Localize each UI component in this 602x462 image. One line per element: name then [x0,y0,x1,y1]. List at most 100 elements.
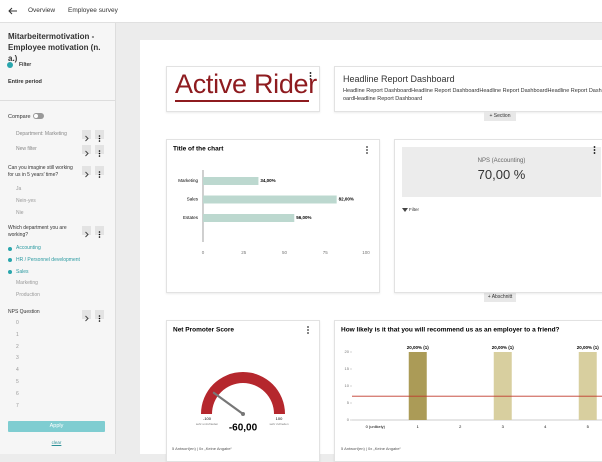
apply-label: Apply [49,423,64,429]
y-tick-label: 20 [345,349,350,354]
chart-title: How likely is it that you will recommend… [341,327,560,334]
kebab-button[interactable] [95,310,104,322]
logo-rider: Rider [253,69,317,99]
option[interactable]: 6 [16,390,19,397]
option[interactable]: Sales [16,268,29,275]
selected-dot [8,258,12,263]
kebab [98,315,101,322]
gauge-arc [201,372,285,414]
add-section-button[interactable]: + Section [484,112,516,121]
category-label: Estates [183,215,199,220]
x-tick-label: 4 [544,424,547,429]
chevron [85,171,89,178]
breadcrumb: Employee survey [68,7,118,14]
selected-dot [8,246,12,251]
question-label: NPS Question [8,309,40,315]
chart-title: Title of the chart [173,146,224,153]
kebab-dot [307,332,309,334]
x-tick-label: 25 [241,250,247,255]
filter-icon [402,208,408,212]
footer: 5 Antwort(en) | 0x „Keine Angabe“ [341,446,402,451]
bar [493,352,512,420]
logo-word: Active Rider [175,69,317,100]
back-link[interactable]: Overview [28,7,56,14]
chevron-button[interactable] [82,226,91,238]
kebab-dot [366,149,368,151]
value-label: 20,00% (1) [407,345,430,350]
apply-button[interactable] [8,421,105,432]
compare-label: Compare [8,114,31,120]
kpi-box [402,147,601,197]
kebab-button[interactable] [95,130,104,142]
option[interactable]: 4 [16,367,19,374]
option[interactable]: 5 [16,379,19,385]
kebab[interactable] [307,326,309,334]
compare-item[interactable]: New filter [16,146,37,152]
kebab[interactable] [307,71,314,81]
x-tick-label: 2 [459,424,462,429]
kebab-button[interactable] [95,145,104,157]
option[interactable]: Nie [16,209,24,216]
x-tick-label: 50 [282,250,288,255]
chevron-button[interactable] [82,310,91,322]
option[interactable]: 0 [16,320,19,326]
question-label: Which department you are working? [8,225,67,238]
kebab-button[interactable] [95,166,104,178]
kebab[interactable] [591,145,598,155]
value-label: 82,00% [339,197,354,202]
bar [203,214,295,222]
chevron-button[interactable] [82,145,91,157]
selected-dot [8,270,12,275]
kpi-card: NPS (Accounting) 70,00 % Filter [394,139,602,293]
value-label: 20,00% (1) [577,345,600,350]
bar [578,352,597,420]
gauge-tick-caption: sehr zufrieden [269,422,288,426]
kpi-label: NPS (Accounting) [477,158,526,164]
chevron [85,150,89,157]
headline-card: Headline Report Dashboard Headline Repor… [334,66,602,112]
footer: 5 Antwort(en) | 0x „Keine Angabe“ [172,446,233,451]
option[interactable]: Ja [16,186,22,192]
option[interactable]: 7 [16,402,19,409]
option[interactable]: 2 [16,343,19,350]
compare-item[interactable]: Department: Marketing [16,131,67,137]
x-tick-label: 0 (unlikely) [366,424,386,429]
x-tick-label: 75 [323,250,329,255]
kebab [98,231,101,238]
clear-link[interactable]: clear [51,440,62,445]
period-select[interactable]: Entire period [8,79,42,85]
bar [203,195,337,204]
kpi-filter[interactable]: Filter [409,207,419,212]
kebab-button[interactable] [95,226,104,238]
option[interactable]: Marketing [16,280,38,287]
gauge-tick-caption: sehr unzufrieden [196,422,219,426]
chart-title: Net Promoter Score [173,327,234,334]
headline-body: Headline Report DashboardHeadline Report… [343,88,602,102]
chevron [85,231,89,238]
chevron [85,135,89,142]
option[interactable]: Nein-yes [16,197,36,204]
column-card [334,320,602,462]
logo-underline [175,100,309,102]
filter-toggle[interactable] [7,62,13,68]
back-arrow[interactable] [8,7,18,15]
x-tick-label: 3 [502,424,505,429]
category-label: Marketing [178,178,198,183]
value-label: 34,00% [260,178,275,183]
needle-hub [241,412,245,416]
value-label: 56,00% [296,215,311,220]
option[interactable]: Production [16,292,40,299]
add-section-button[interactable]: + Abschnitt [484,293,516,302]
chevron-button[interactable] [82,166,91,178]
option[interactable]: Accounting [16,245,41,251]
filter-label: Filter [19,62,32,68]
option[interactable]: HR / Personnel development [16,256,80,263]
kebab[interactable] [366,146,368,154]
x-tick-label: 5 [587,424,590,429]
option[interactable]: 3 [16,355,19,362]
compare-toggle[interactable] [33,113,44,119]
option[interactable]: 1 [16,331,19,338]
chevron-button[interactable] [82,130,91,142]
sidebar: Mitarbeitermotivation - Employee motivat… [0,23,116,454]
